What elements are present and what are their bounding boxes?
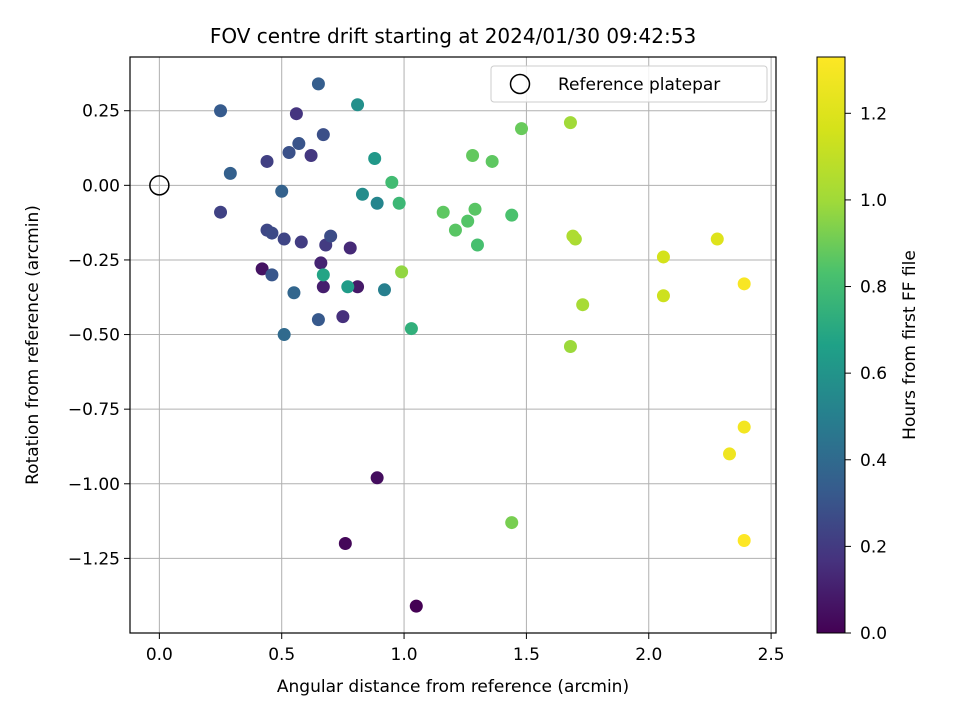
x-tick-label: 2.0 — [635, 645, 662, 665]
y-axis-ticks: 0.25 0.00 −0.25 −0.50 −0.75 −1.00 −1.25 — [68, 102, 130, 569]
data-point — [316, 280, 330, 294]
data-point — [404, 322, 418, 336]
colorbar-gradient — [816, 56, 846, 634]
x-tick-label: 0.0 — [146, 645, 173, 665]
data-point — [316, 268, 330, 282]
y-tick-label: −0.50 — [68, 326, 120, 346]
data-point — [324, 229, 338, 243]
data-point — [341, 280, 355, 294]
colorbar-ticks: 0.0 0.2 0.4 0.6 0.8 1.0 1.2 — [845, 104, 887, 644]
plot-frame — [129, 56, 777, 634]
data-point — [723, 447, 737, 461]
legend: Reference platepar — [490, 65, 768, 103]
colorbar-tick-label: 1.0 — [860, 191, 887, 211]
x-tick-label: 0.5 — [268, 645, 295, 665]
data-point — [265, 268, 279, 282]
data-point — [576, 298, 590, 312]
data-point — [656, 289, 670, 303]
data-point — [392, 196, 406, 210]
data-point — [304, 148, 318, 162]
data-point — [265, 226, 279, 240]
data-point — [277, 328, 291, 342]
data-point — [368, 151, 382, 165]
colorbar-tick-label: 0.2 — [860, 537, 887, 557]
data-point — [485, 154, 499, 168]
data-point — [316, 128, 330, 142]
data-point — [737, 533, 751, 547]
data-point — [277, 232, 291, 246]
chart-title: FOV centre drift starting at 2024/01/30 … — [210, 24, 696, 48]
data-point — [275, 184, 289, 198]
data-point — [563, 339, 577, 353]
data-point — [377, 283, 391, 297]
data-point — [515, 122, 529, 136]
data-point — [370, 196, 384, 210]
data-points — [149, 77, 751, 613]
y-tick-label: −1.00 — [68, 475, 120, 495]
data-point — [470, 238, 484, 252]
data-point — [311, 313, 325, 327]
colorbar-tick-label: 0.6 — [860, 364, 887, 384]
data-point — [355, 187, 369, 201]
data-point — [351, 98, 365, 112]
data-point — [737, 420, 751, 434]
data-point — [710, 232, 724, 246]
data-point — [409, 599, 423, 613]
data-point — [214, 104, 228, 118]
data-point — [336, 310, 350, 324]
data-point — [656, 250, 670, 264]
data-point — [466, 148, 480, 162]
data-point — [338, 536, 352, 550]
colorbar: 0.0 0.2 0.4 0.6 0.8 1.0 1.2 Hours from first F… — [816, 56, 920, 644]
data-point — [311, 77, 325, 91]
data-point — [287, 286, 301, 300]
y-axis-label: Rotation from reference (arcmin) — [23, 205, 43, 485]
data-point — [260, 154, 274, 168]
colorbar-tick-label: 0.0 — [860, 624, 887, 644]
colorbar-tick-label: 1.2 — [860, 104, 887, 124]
legend-marker — [509, 73, 531, 95]
data-point — [737, 277, 751, 291]
x-tick-label: 2.5 — [758, 645, 785, 665]
x-tick-label: 1.5 — [513, 645, 540, 665]
data-point — [294, 235, 308, 249]
data-point — [351, 280, 365, 294]
x-axis-label: Angular distance from reference (arcmin) — [277, 677, 629, 697]
y-tick-label: 0.25 — [82, 102, 120, 122]
colorbar-tick-label: 0.4 — [860, 451, 887, 471]
data-point — [436, 205, 450, 219]
data-point — [214, 205, 228, 219]
data-point — [461, 214, 475, 228]
data-point — [566, 229, 580, 243]
data-point — [343, 241, 357, 255]
data-point — [395, 265, 409, 279]
data-point — [292, 137, 306, 151]
grid-lines — [130, 57, 776, 633]
y-tick-label: −1.25 — [68, 549, 120, 569]
x-axis-ticks: 0.0 0.5 1.0 1.5 2.0 2.5 — [146, 633, 785, 665]
data-point — [505, 208, 519, 222]
legend-box — [490, 65, 768, 103]
data-point — [314, 256, 328, 270]
colorbar-label: Hours from first FF file — [900, 250, 920, 440]
data-point — [370, 471, 384, 485]
y-tick-label: 0.00 — [82, 176, 120, 196]
data-point — [223, 166, 237, 180]
data-point — [448, 223, 462, 237]
y-tick-label: −0.75 — [68, 400, 120, 420]
data-point — [505, 516, 519, 530]
y-tick-label: −0.25 — [68, 251, 120, 271]
reference-point — [149, 175, 170, 196]
data-point — [255, 262, 269, 276]
colorbar-tick-label: 0.8 — [860, 278, 887, 298]
data-point — [563, 116, 577, 130]
data-point — [468, 202, 482, 216]
data-point — [289, 107, 303, 121]
legend-label: Reference platepar — [558, 75, 720, 95]
x-tick-label: 1.0 — [391, 645, 418, 665]
data-point — [282, 146, 296, 160]
data-point — [385, 175, 399, 189]
